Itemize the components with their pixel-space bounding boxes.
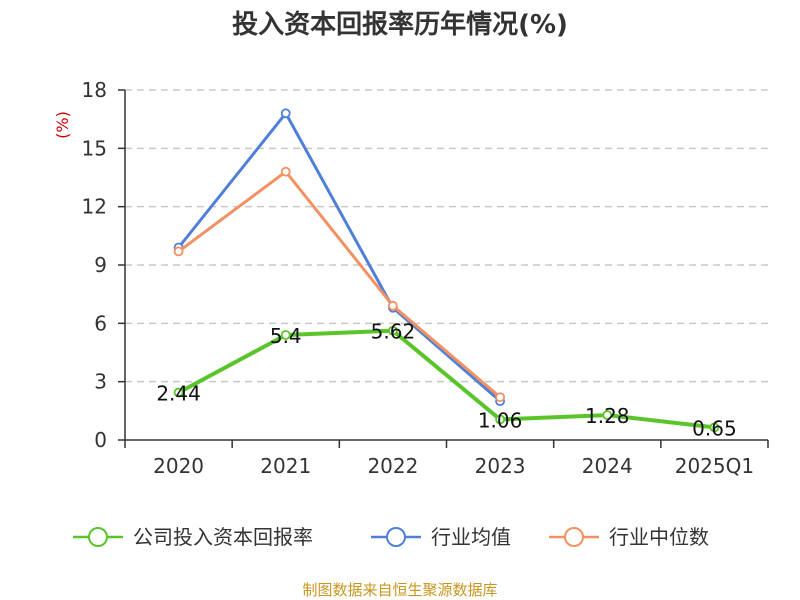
legend-marker — [564, 527, 584, 547]
legend: 公司投入资本回报率 行业均值 行业中位数 — [73, 525, 709, 549]
series-line — [177, 170, 502, 399]
x-tick-label: 2025Q1 — [675, 454, 754, 478]
data-point — [173, 246, 184, 257]
data-label: 1.28 — [585, 404, 630, 428]
data-point — [388, 325, 398, 336]
data-label: 5.62 — [371, 320, 416, 344]
x-axis-ticks: 2020 2021 2022 2023 2024 2025Q1 — [124, 440, 769, 478]
data-labels: 2.44 5.4 5.62 1.06 1.28 0.65 — [156, 320, 736, 441]
x-tick-label: 2020 — [153, 454, 204, 478]
x-tick-label: 2022 — [367, 454, 418, 478]
legend-label: 行业中位数 — [609, 525, 709, 549]
data-point — [280, 330, 291, 340]
legend-marker — [88, 527, 108, 547]
data-point — [602, 410, 613, 421]
x-tick-label: 2024 — [582, 454, 633, 478]
y-axis-label: (%) — [53, 111, 72, 139]
y-tick-label: 18 — [82, 78, 107, 102]
legend-label: 公司投入资本回报率 — [133, 525, 313, 549]
data-point — [709, 422, 720, 433]
y-tick-label: 12 — [82, 195, 107, 219]
series-line — [177, 111, 502, 403]
y-tick-label: 15 — [82, 136, 107, 160]
source-note: 制图数据来自恒生聚源数据库 — [302, 581, 497, 599]
y-tick-label: 3 — [94, 370, 107, 394]
y-tick-label: 0 — [94, 428, 107, 452]
data-label: 0.65 — [692, 416, 737, 440]
y-axis-ticks: 0 3 6 9 12 15 18 — [82, 78, 125, 452]
data-point — [495, 414, 505, 425]
data-point — [495, 392, 505, 403]
series-line — [177, 328, 715, 430]
data-point — [280, 166, 291, 177]
legend-label: 行业均值 — [431, 525, 511, 549]
data-label: 5.4 — [270, 324, 302, 348]
data-label: 2.44 — [156, 382, 201, 406]
x-tick-label: 2021 — [260, 454, 311, 478]
data-point — [280, 108, 291, 119]
y-tick-label: 6 — [94, 311, 107, 335]
chart-title: 投入资本回报率历年情况(%) — [232, 9, 568, 40]
y-tick-label: 9 — [94, 253, 107, 277]
legend-marker — [386, 527, 406, 547]
data-point — [173, 387, 184, 398]
data-point — [388, 300, 398, 311]
series-lines — [173, 108, 720, 433]
data-label: 1.06 — [478, 408, 523, 432]
x-tick-label: 2023 — [475, 454, 526, 478]
gridlines — [125, 89, 768, 383]
